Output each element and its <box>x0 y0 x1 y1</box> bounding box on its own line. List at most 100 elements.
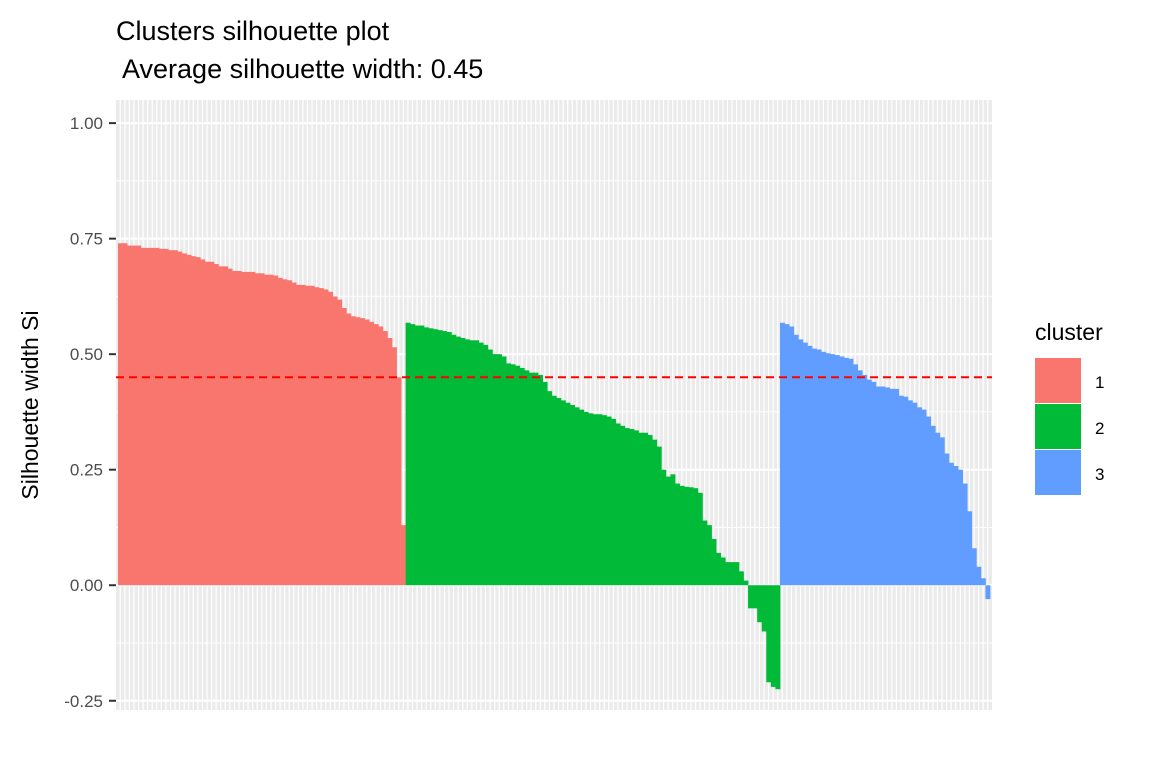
legend-label-1: 1 <box>1095 373 1104 392</box>
silhouette-bar-cluster-2 <box>738 571 744 586</box>
silhouette-bar-cluster-2 <box>665 476 671 586</box>
legend-key-3 <box>1035 450 1081 495</box>
silhouette-bar-cluster-2 <box>474 340 480 586</box>
silhouette-bar-cluster-1 <box>149 247 155 586</box>
silhouette-bar-cluster-2 <box>674 483 680 586</box>
silhouette-bar-cluster-2 <box>615 423 621 586</box>
silhouette-bar-cluster-2 <box>433 329 438 586</box>
silhouette-bar-cluster-1 <box>213 264 219 586</box>
silhouette-bar-cluster-1 <box>223 266 228 586</box>
silhouette-bar-cluster-3 <box>853 364 859 586</box>
silhouette-bar-cluster-2 <box>533 372 539 586</box>
silhouette-bar-cluster-1 <box>131 245 137 586</box>
y-tick-label: 0.50 <box>70 345 103 364</box>
y-tick-label: -0.25 <box>64 692 103 711</box>
silhouette-bar-cluster-3 <box>789 326 795 586</box>
silhouette-bar-cluster-3 <box>930 425 936 586</box>
silhouette-bar-cluster-2 <box>643 432 648 586</box>
silhouette-bar-cluster-3 <box>811 348 817 586</box>
silhouette-bar-cluster-2 <box>428 328 434 586</box>
silhouette-bar-cluster-2 <box>519 368 525 586</box>
grid-layer <box>116 100 992 710</box>
silhouette-bar-cluster-3 <box>798 339 804 586</box>
silhouette-bar-cluster-2 <box>574 407 580 586</box>
silhouette-bar-cluster-2 <box>656 446 662 586</box>
silhouette-bar-cluster-2 <box>496 354 502 586</box>
silhouette-bar-cluster-3 <box>848 358 854 586</box>
silhouette-bar-cluster-3 <box>967 511 973 586</box>
y-tick-label: 0.00 <box>70 576 103 595</box>
silhouette-bar-cluster-1 <box>172 250 178 586</box>
silhouette-bar-cluster-1 <box>382 331 388 586</box>
silhouette-bar-cluster-1 <box>195 257 201 586</box>
silhouette-bar-cluster-3 <box>871 381 877 586</box>
silhouette-bar-cluster-3 <box>779 322 785 586</box>
silhouette-bar-cluster-2 <box>775 585 781 690</box>
silhouette-bar-cluster-2 <box>706 525 712 586</box>
silhouette-bar-cluster-3 <box>935 432 941 586</box>
silhouette-bar-cluster-3 <box>916 407 922 586</box>
silhouette-bar-cluster-2 <box>770 585 776 687</box>
silhouette-bar-cluster-1 <box>145 247 151 586</box>
silhouette-bar-cluster-3 <box>958 469 964 586</box>
silhouette-bar-cluster-2 <box>547 391 553 586</box>
silhouette-bar-cluster-1 <box>341 307 347 586</box>
silhouette-bar-cluster-1 <box>355 317 361 586</box>
silhouette-bar-cluster-2 <box>743 580 749 586</box>
silhouette-bar-cluster-2 <box>501 356 507 586</box>
silhouette-bar-cluster-2 <box>679 485 685 586</box>
silhouette-bar-cluster-2 <box>565 402 571 586</box>
silhouette-bar-cluster-2 <box>748 585 753 609</box>
silhouette-bar-cluster-1 <box>250 271 256 586</box>
silhouette-bar-cluster-1 <box>364 319 370 586</box>
silhouette-bar-cluster-2 <box>419 325 425 586</box>
silhouette-bar-cluster-1 <box>309 285 315 586</box>
silhouette-bar-cluster-2 <box>711 539 717 586</box>
silhouette-bar-cluster-2 <box>601 415 607 586</box>
silhouette-bar-cluster-2 <box>469 340 475 586</box>
silhouette-bar-cluster-3 <box>857 370 863 586</box>
silhouette-bar-cluster-1 <box>236 270 242 586</box>
silhouette-bar-cluster-2 <box>670 474 676 586</box>
silhouette-bar-cluster-3 <box>839 356 845 586</box>
silhouette-bar-cluster-2 <box>652 439 658 586</box>
silhouette-bar-cluster-1 <box>273 275 279 586</box>
silhouette-bar-cluster-3 <box>889 388 895 586</box>
silhouette-bar-cluster-3 <box>926 416 932 586</box>
silhouette-bar-cluster-3 <box>793 334 799 586</box>
silhouette-bar-cluster-2 <box>588 413 594 586</box>
silhouette-bar-cluster-3 <box>802 342 808 586</box>
silhouette-bar-cluster-1 <box>323 289 329 586</box>
silhouette-bar-cluster-2 <box>725 562 731 586</box>
silhouette-bar-cluster-2 <box>551 395 557 586</box>
silhouette-bar-cluster-2 <box>624 428 630 586</box>
silhouette-bar-cluster-2 <box>542 381 548 586</box>
silhouette-bar-cluster-1 <box>118 243 123 586</box>
silhouette-bar-cluster-3 <box>971 548 977 586</box>
silhouette-bar-cluster-1 <box>337 299 343 586</box>
silhouette-bar-cluster-2 <box>460 337 466 586</box>
silhouette-bar-cluster-3 <box>875 386 881 586</box>
silhouette-bar-cluster-2 <box>442 331 448 586</box>
silhouette-bar-cluster-2 <box>556 398 562 586</box>
silhouette-bar-cluster-1 <box>200 259 206 586</box>
silhouette-bar-cluster-2 <box>405 322 411 586</box>
silhouette-bar-cluster-3 <box>862 374 868 586</box>
silhouette-bar-cluster-2 <box>524 370 530 586</box>
silhouette-bar-cluster-2 <box>492 354 498 586</box>
silhouette-bar-cluster-2 <box>506 363 512 586</box>
silhouette-bar-cluster-3 <box>898 395 904 586</box>
legend: cluster 1 2 3 <box>1035 319 1104 495</box>
silhouette-bar-cluster-1 <box>264 274 270 586</box>
silhouette-bar-cluster-1 <box>181 253 187 586</box>
silhouette-bar-cluster-1 <box>373 324 379 586</box>
silhouette-bar-cluster-1 <box>300 284 306 586</box>
silhouette-bar-cluster-3 <box>980 578 986 586</box>
silhouette-bar-cluster-2 <box>720 557 726 586</box>
silhouette-bar-cluster-3 <box>953 466 959 586</box>
silhouette-bar-cluster-1 <box>268 274 274 586</box>
silhouette-bar-cluster-1 <box>387 337 393 586</box>
silhouette-bar-cluster-2 <box>528 372 534 586</box>
silhouette-bar-cluster-1 <box>291 282 297 586</box>
silhouette-bar-cluster-2 <box>478 342 484 586</box>
